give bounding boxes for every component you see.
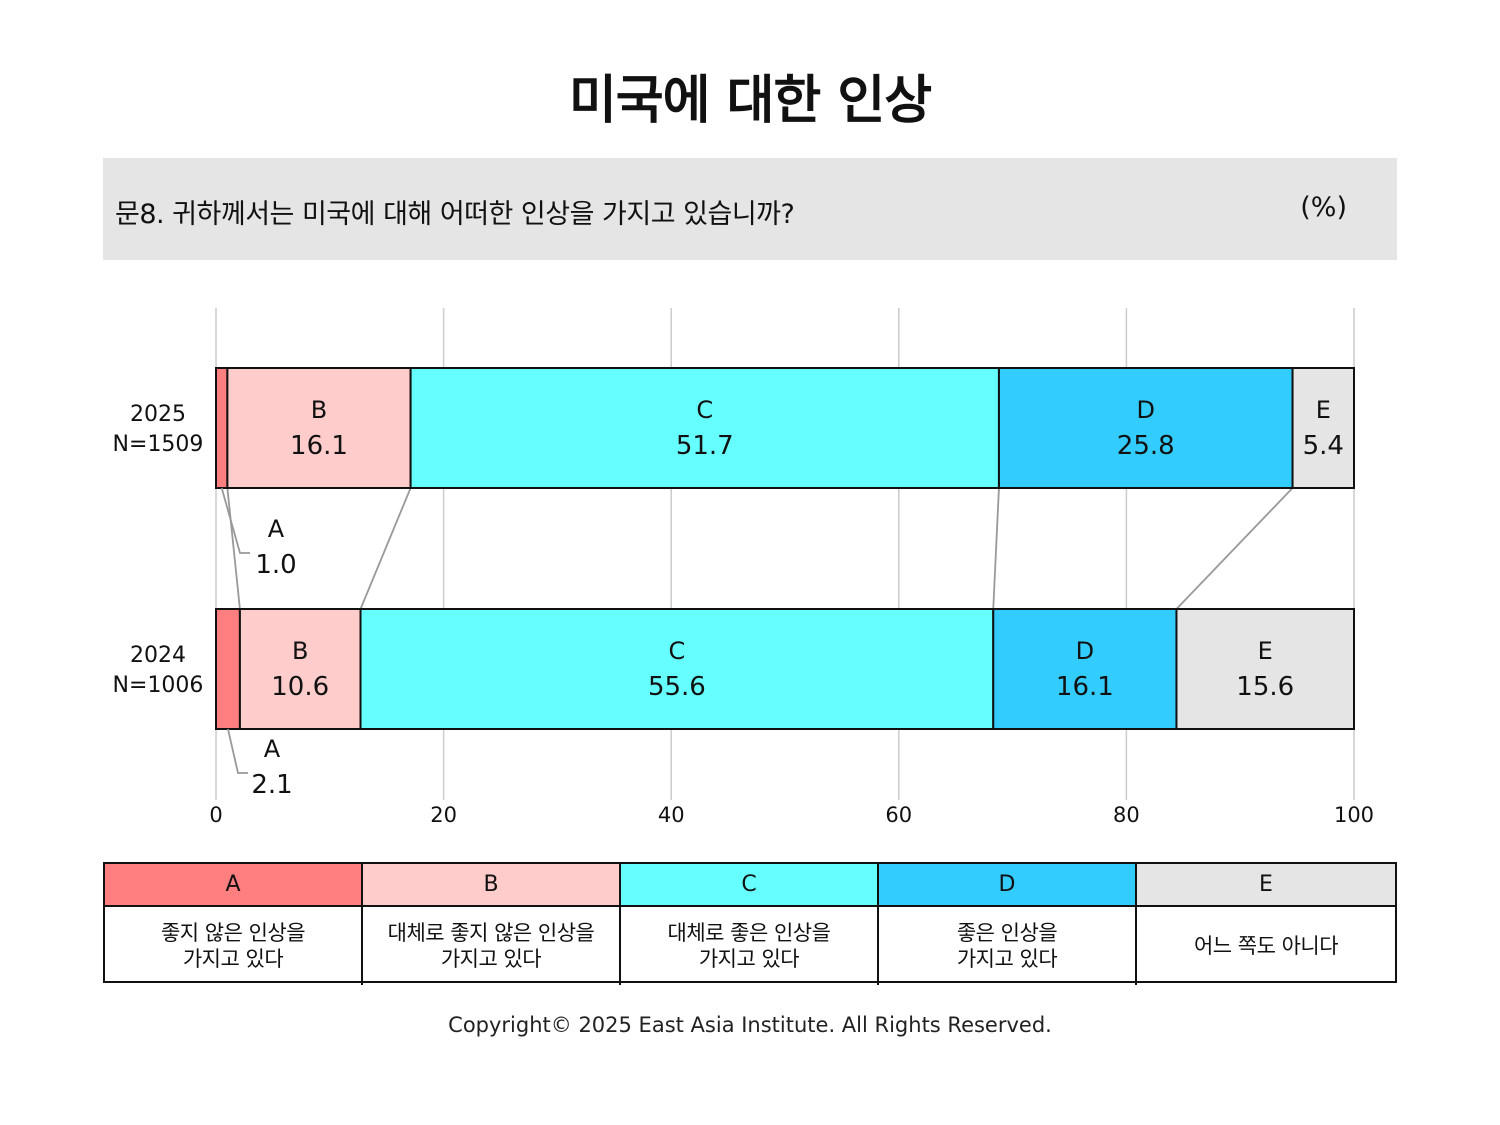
data-label: 16.1 [290, 431, 348, 461]
x-tick-label: 20 [430, 803, 457, 827]
row-label: N=1509 [113, 432, 204, 457]
callout-line [220, 487, 250, 554]
legend-key-e: E [1137, 864, 1395, 907]
bar-segment [226, 367, 412, 489]
segment-name-label: E [1258, 637, 1273, 665]
data-label: 1.0 [255, 550, 296, 580]
bar-segment [215, 367, 229, 489]
legend-key-a: A [105, 864, 363, 907]
data-label: 25.8 [1117, 431, 1175, 461]
segment-name-label: C [669, 637, 686, 665]
segment-name-label: E [1316, 396, 1331, 424]
legend-table: A B C D E 좋지 않은 인상을 가지고 있다 대체로 좋지 않은 인상을… [103, 862, 1397, 985]
row-label: N=1006 [113, 673, 204, 698]
bar-segment [409, 367, 1000, 489]
legend-desc-b: 대체로 좋지 않은 인상을 가지고 있다 [363, 907, 621, 985]
stacked-bar-chart: 0 20 40 60 80 100 B 16.1 C 51.7 D 25.8 E 5.4 2025 N=150… [113, 308, 1374, 827]
row-label: 2024 [130, 643, 186, 668]
legend-desc-c: 대체로 좋은 인상을 가지고 있다 [621, 907, 879, 985]
x-tick-label: 0 [209, 803, 222, 827]
data-label: 2.1 [251, 770, 292, 800]
legend-desc-e: 어느 쪽도 아니다 [1193, 934, 1339, 958]
connector-line [992, 487, 1000, 610]
legend-desc-d: 좋은 인상을 가지고 있다 [879, 907, 1137, 985]
segment-name-label: C [696, 396, 713, 424]
segment-name-label: B [311, 396, 327, 424]
bar-segment [1291, 367, 1355, 489]
legend-key-c: C [621, 864, 879, 907]
segment-name-label: D [1076, 637, 1094, 665]
chart-title: 미국에 대한 인상 [568, 71, 932, 131]
bar-segment [997, 367, 1294, 489]
data-label: 16.1 [1056, 672, 1114, 702]
connector-line [359, 487, 412, 610]
bar-segment [1175, 608, 1356, 730]
question-text: 문8. 귀하께서는 미국에 대해 어떠한 인상을 가지고 있습니까? [115, 199, 795, 230]
bar-segment [359, 608, 995, 730]
bar-segment [992, 608, 1178, 730]
x-tick-label: 100 [1334, 803, 1374, 827]
data-label: 51.7 [676, 431, 734, 461]
legend-key-d: D [879, 864, 1137, 907]
x-tick-label: 80 [1113, 803, 1140, 827]
segment-name-label: B [292, 637, 308, 665]
connector-line [226, 487, 241, 610]
segment-name-label: D [1137, 396, 1155, 424]
legend-key-b: B [363, 864, 621, 907]
data-label: 5.4 [1303, 431, 1344, 461]
data-label: 15.6 [1236, 672, 1294, 702]
segment-name-label: A [268, 515, 285, 543]
legend-desc-a: 좋지 않은 인상을 가지고 있다 [105, 907, 363, 985]
row-label: 2025 [130, 402, 186, 427]
unit-label: (%) [1300, 192, 1347, 223]
data-label: 55.6 [648, 672, 706, 702]
copyright: Copyright© 2025 East Asia Institute. All… [448, 1013, 1052, 1037]
x-tick-label: 40 [658, 803, 685, 827]
bar-segment [215, 608, 241, 730]
bar-segment [238, 608, 362, 730]
x-tick-label: 60 [885, 803, 912, 827]
data-label: 10.6 [271, 672, 329, 702]
callout-line [227, 728, 248, 774]
question-bar: 문8. 귀하께서는 미국에 대해 어떠한 인상을 가지고 있습니까? (%) [103, 158, 1397, 260]
connector-line [1175, 487, 1294, 610]
segment-name-label: A [264, 735, 281, 763]
